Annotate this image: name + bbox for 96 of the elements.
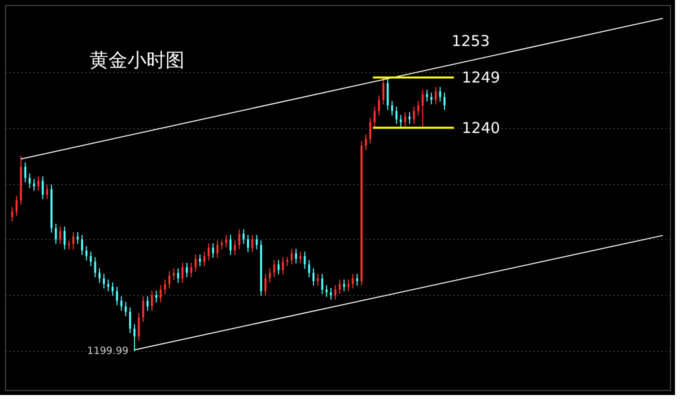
candlestick (181, 262, 184, 284)
candlestick (81, 234, 84, 256)
annotation: 1253 (452, 32, 490, 50)
candlestick (116, 286, 118, 306)
candlestick (382, 77, 384, 105)
candlestick (120, 296, 122, 312)
candlestick (378, 94, 380, 116)
candlestick (203, 251, 206, 267)
candlestick (400, 114, 402, 128)
candlestick (308, 259, 310, 278)
candlestick (138, 312, 140, 342)
candlestick (90, 251, 92, 267)
text: 黄金小时图 (89, 49, 184, 72)
candlestick (212, 242, 214, 258)
candlestick (37, 176, 40, 192)
candlestick (155, 290, 158, 303)
candlestick (404, 112, 406, 128)
candlestick (46, 184, 48, 200)
candlestick (312, 268, 314, 286)
candlestick (172, 268, 175, 281)
candlestick (364, 134, 367, 151)
candlestick (356, 273, 358, 286)
candlestick (234, 240, 236, 256)
candlestick (230, 234, 232, 256)
candlestick (146, 296, 149, 312)
candlestick (94, 256, 96, 278)
candlestick (334, 284, 336, 300)
candlestick (160, 284, 162, 303)
candlestick (264, 273, 266, 296)
candlestick (198, 254, 201, 267)
annotation: 1199.99 (87, 346, 128, 357)
candlestick (11, 206, 14, 222)
candlestick (343, 279, 346, 292)
candlestick (256, 234, 258, 250)
candlestick (54, 223, 57, 244)
candlestick (28, 173, 31, 189)
candlestick (268, 268, 271, 284)
candlestick (439, 86, 442, 102)
candlestick (434, 86, 437, 105)
candlestick (102, 273, 105, 289)
candlestick (338, 279, 341, 295)
candlestick (395, 106, 398, 124)
candlestick (208, 242, 210, 262)
candlestick (321, 273, 324, 295)
candlestick (316, 273, 319, 286)
candlestick (326, 284, 328, 298)
candlestick (299, 251, 302, 264)
candlestick (64, 226, 66, 250)
candlestick (124, 301, 127, 317)
candlestick (295, 248, 298, 264)
candlestick (216, 240, 218, 258)
candlestick (164, 279, 166, 295)
candlestick (443, 92, 446, 110)
candlestick (98, 268, 101, 284)
candlestick (59, 226, 62, 244)
candlestick (107, 279, 110, 292)
candlestick (194, 254, 197, 272)
candlestick (24, 162, 26, 183)
ref-line-label: 1240 (462, 118, 500, 137)
candlestick (430, 92, 432, 105)
candlestick (142, 296, 144, 322)
candlestick (42, 176, 44, 200)
candlestick (374, 106, 376, 128)
candlestick (238, 228, 240, 250)
candlestick (177, 268, 180, 284)
candlestick (76, 232, 79, 244)
candlestick (85, 246, 88, 262)
candlestick (133, 324, 136, 352)
candlestick (72, 232, 74, 250)
candlestick (417, 100, 420, 116)
candlestick (369, 117, 372, 144)
candlestick (251, 234, 254, 253)
candlestick (408, 112, 411, 124)
candlestick (347, 279, 350, 292)
ref-line-label: 1249 (462, 68, 500, 87)
candlestick (33, 178, 36, 192)
candlestick (129, 306, 132, 334)
candlestick (330, 287, 332, 300)
candlestick (304, 251, 306, 270)
candlestick (422, 89, 424, 128)
candlestick (278, 259, 280, 275)
candlestick (190, 262, 192, 278)
candlestick (186, 262, 188, 278)
candlestick (412, 106, 415, 124)
candlestick (246, 234, 249, 253)
candlestick (426, 89, 428, 102)
candlestick (150, 290, 153, 312)
candlestick (16, 195, 18, 216)
candlestick (290, 248, 293, 265)
candlestick (242, 228, 245, 244)
candlestick (282, 256, 284, 275)
candlestick (391, 100, 394, 116)
candlestick (386, 78, 389, 110)
candlestick (273, 259, 276, 278)
candlestick (352, 273, 354, 289)
candlestick (168, 270, 170, 289)
